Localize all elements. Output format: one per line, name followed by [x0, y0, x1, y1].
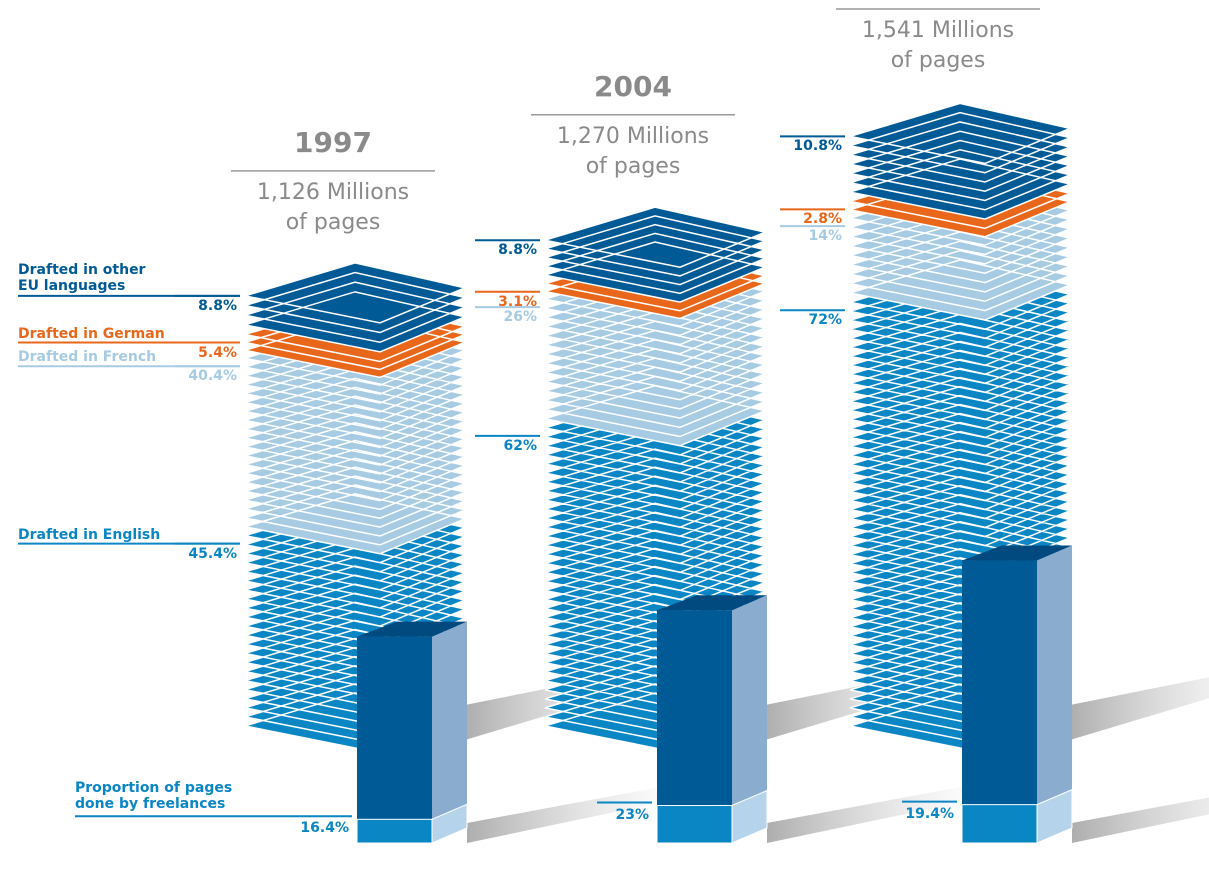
- value-label: 2.8%: [772, 211, 842, 227]
- box-front: [657, 610, 732, 805]
- value-label: 5.4%: [167, 345, 237, 361]
- box-front: [962, 561, 1037, 805]
- value-label: 23%: [579, 807, 649, 823]
- value-label: 62%: [467, 438, 537, 454]
- shadow: [467, 783, 682, 843]
- freelance-bar: [657, 806, 732, 843]
- legend-label: Drafted in other EU languages: [18, 262, 168, 294]
- value-label: 72%: [772, 312, 842, 328]
- freelance-bar: [357, 819, 432, 843]
- legend-label: Proportion of pages done by freelances: [75, 780, 255, 812]
- total-label: 1,270 Millions of pages: [548, 122, 718, 182]
- box-front: [357, 637, 432, 820]
- shadow: [1072, 783, 1209, 843]
- box-side: [732, 595, 767, 805]
- year-label: 2004: [533, 70, 733, 103]
- freelance-bar: [962, 805, 1037, 843]
- value-label: 10.8%: [772, 138, 842, 154]
- total-label: 1,126 Millions of pages: [248, 178, 418, 238]
- value-label: 16.4%: [279, 820, 349, 836]
- value-label: 40.4%: [167, 368, 237, 384]
- value-label: 8.8%: [467, 242, 537, 258]
- legend-label: Drafted in German: [18, 326, 168, 342]
- box-side: [1037, 546, 1072, 805]
- legend-label: Drafted in French: [18, 349, 168, 365]
- value-label: 45.4%: [167, 546, 237, 562]
- value-label: 14%: [772, 228, 842, 244]
- total-label: 1,541 Millions of pages: [853, 16, 1023, 76]
- value-label: 3.1%: [467, 294, 537, 310]
- value-label: 8.8%: [167, 298, 237, 314]
- legend-label: Drafted in English: [18, 527, 168, 543]
- value-label: 19.4%: [884, 806, 954, 822]
- value-label: 26%: [467, 309, 537, 325]
- box-side: [432, 622, 467, 820]
- infographic: 1997 1,126 Millions of pages 45.4% Drafted …: [0, 0, 1209, 872]
- shadow: [1070, 665, 1209, 740]
- year-label: 1997: [233, 126, 433, 159]
